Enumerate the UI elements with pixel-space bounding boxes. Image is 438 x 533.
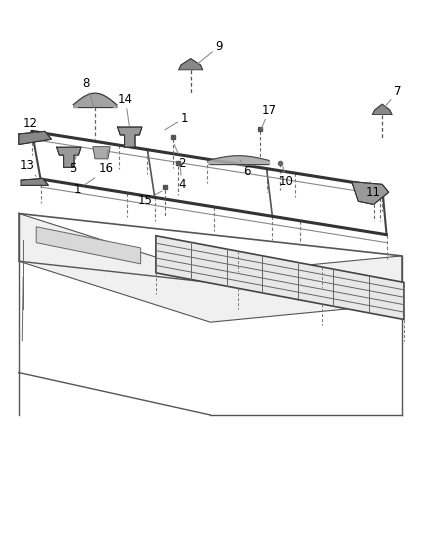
Text: 9: 9 xyxy=(195,40,223,66)
Text: 10: 10 xyxy=(279,166,294,188)
Polygon shape xyxy=(372,104,392,115)
Polygon shape xyxy=(179,59,203,70)
Polygon shape xyxy=(21,179,48,185)
Text: 16: 16 xyxy=(99,150,113,175)
Text: 11: 11 xyxy=(366,182,381,199)
Text: 4: 4 xyxy=(178,166,186,191)
Polygon shape xyxy=(19,131,51,144)
Polygon shape xyxy=(352,182,389,205)
Text: 1: 1 xyxy=(165,111,188,130)
Text: 2: 2 xyxy=(174,144,186,169)
Text: 15: 15 xyxy=(138,191,162,207)
Text: 6: 6 xyxy=(240,160,251,177)
Text: 1: 1 xyxy=(74,178,95,196)
Polygon shape xyxy=(19,214,402,322)
Polygon shape xyxy=(156,236,404,319)
Polygon shape xyxy=(117,127,142,147)
Polygon shape xyxy=(36,227,141,264)
Text: 8: 8 xyxy=(83,77,94,108)
Text: 17: 17 xyxy=(261,103,276,129)
Text: 14: 14 xyxy=(118,93,133,126)
Text: 5: 5 xyxy=(70,152,77,175)
Text: 12: 12 xyxy=(22,117,39,140)
Text: 7: 7 xyxy=(384,85,401,108)
Polygon shape xyxy=(57,147,81,167)
Polygon shape xyxy=(93,147,110,159)
Text: 13: 13 xyxy=(19,159,36,176)
